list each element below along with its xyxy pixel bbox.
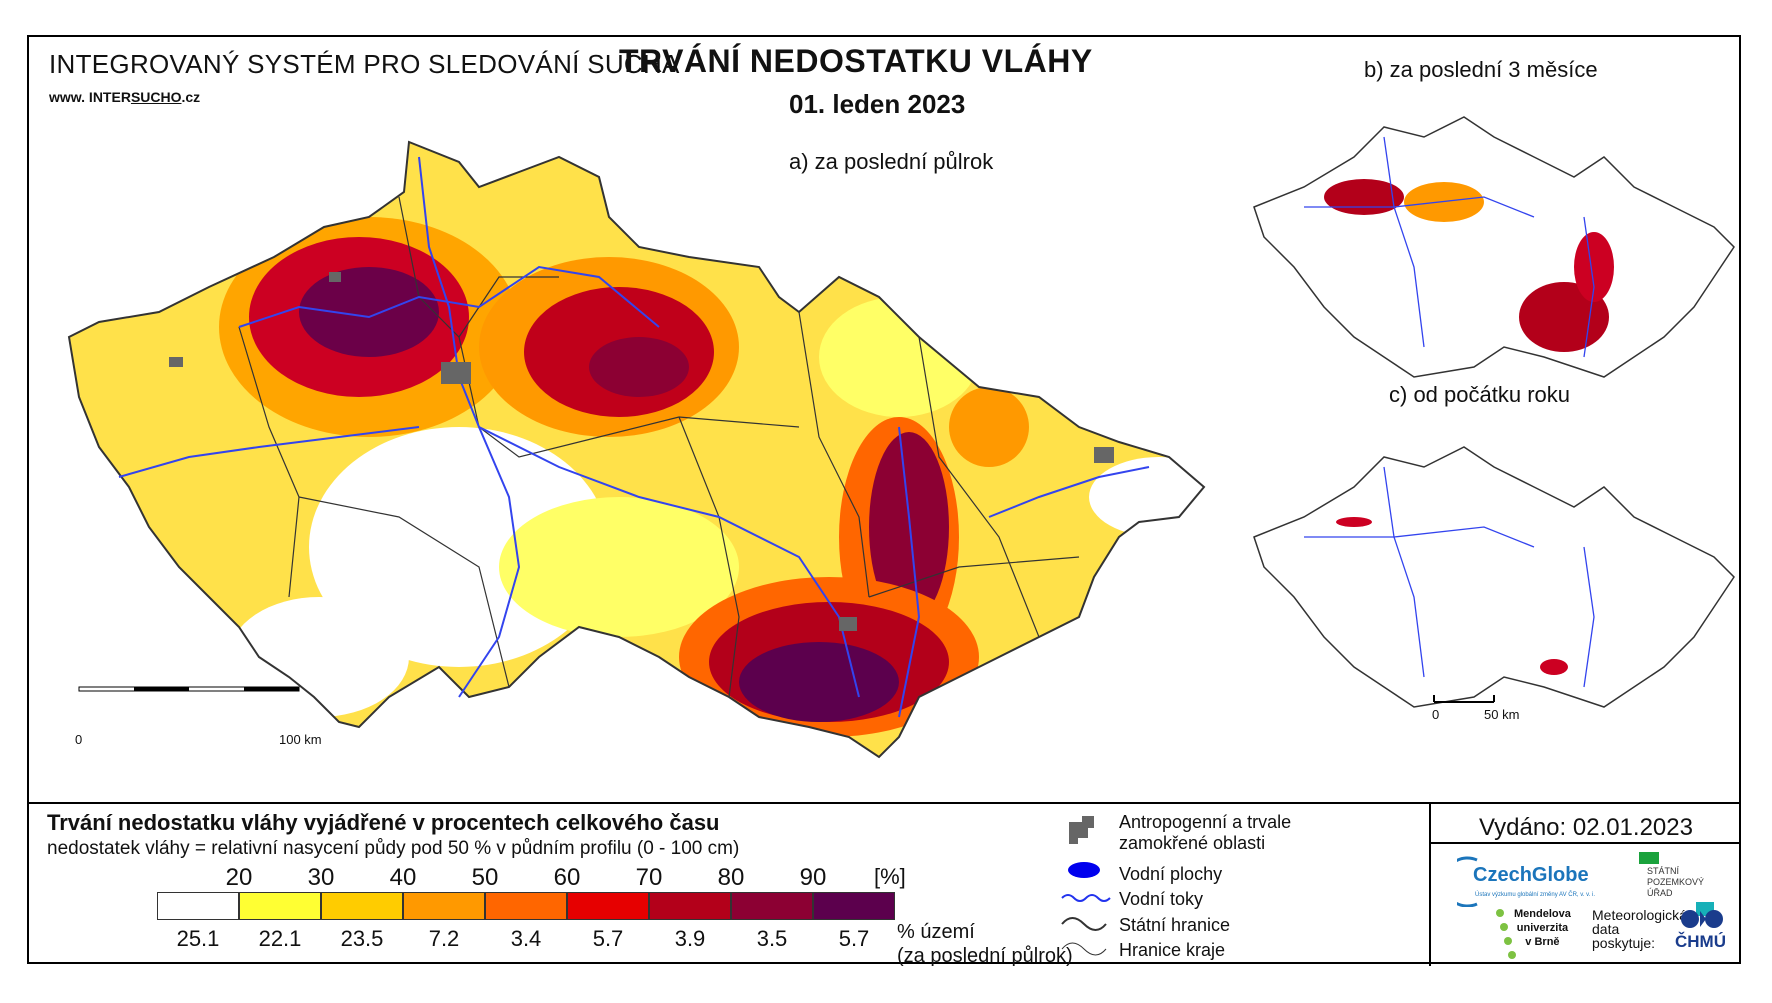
footer-divider bbox=[1429, 804, 1431, 966]
spu-logo: STÁTNÍ POZEMKOVÝ ÚŘAD bbox=[1639, 852, 1729, 912]
map-c-label: c) od počátku roku bbox=[1389, 382, 1570, 407]
area-share: 5.7 bbox=[838, 926, 870, 951]
water-body-icon bbox=[1068, 862, 1100, 878]
legend-swatch bbox=[731, 892, 813, 920]
scale-c-end: 50 km bbox=[1484, 707, 1520, 722]
scale-c-zero: 0 bbox=[1432, 707, 1440, 722]
legend-swatch bbox=[239, 892, 321, 920]
area-share: 23.5 bbox=[340, 926, 384, 951]
map-b-label: b) za poslední 3 měsíce bbox=[1364, 57, 1598, 82]
region-border-icon bbox=[1061, 942, 1107, 956]
map-date: 01. leden 2023 bbox=[789, 89, 966, 119]
threshold-label: 30 bbox=[307, 864, 335, 891]
legend-swatch bbox=[485, 892, 567, 920]
scale-a-zero: 0 bbox=[75, 732, 83, 747]
state-border-icon bbox=[1061, 917, 1107, 931]
legend-swatch bbox=[157, 892, 239, 920]
area-share-label: % území (za poslední půlrok) bbox=[897, 921, 1073, 967]
legend-swatch bbox=[321, 892, 403, 920]
threshold-label: 90 bbox=[799, 864, 827, 891]
legend-subtitle: nedostatek vláhy = relativní nasycení pů… bbox=[47, 838, 740, 859]
scale-a-end: 100 km bbox=[279, 732, 322, 747]
map-a-drought-half-year bbox=[67, 140, 1206, 759]
symbol-rivers: Vodní toky bbox=[1119, 889, 1204, 909]
website-url[interactable]: www. INTERSUCHO.cz bbox=[49, 89, 201, 105]
symbol-region-border: Hranice kraje bbox=[1119, 940, 1226, 960]
meteo-data-credit: Meteorologická data poskytuje: bbox=[1592, 907, 1687, 951]
legend-area: Trvání nedostatku vláhy vyjádřené v proc… bbox=[29, 802, 1739, 967]
symbol-anthropogenic: Antropogenní a trvale zamokřené oblasti bbox=[1119, 812, 1292, 853]
map-c-drought-since-year-start bbox=[1253, 446, 1735, 708]
czechglobe-logo: CzechGlobe Ústav výzkumu globální změny … bbox=[1441, 852, 1607, 908]
legend-swatch bbox=[403, 892, 485, 920]
legend-swatch bbox=[567, 892, 649, 920]
region-borders bbox=[238, 196, 1080, 698]
threshold-label: 70 bbox=[635, 864, 663, 891]
scale-bar-a bbox=[78, 686, 300, 692]
footer-line bbox=[1431, 842, 1739, 844]
threshold-label: 80 bbox=[717, 864, 745, 891]
system-title: INTEGROVANÝ SYSTÉM PRO SLEDOVÁNÍ SUCHA bbox=[49, 49, 680, 79]
scale-bar-c bbox=[1433, 695, 1495, 703]
chmu-logo: ČHMÚ bbox=[1669, 908, 1739, 963]
river-icon bbox=[1061, 894, 1111, 902]
area-share: 7.2 bbox=[428, 926, 460, 951]
urban-areas bbox=[169, 272, 1114, 631]
threshold-label: 60 bbox=[553, 864, 581, 891]
mendel-university-logo: Mendelova univerzita v Brně bbox=[1494, 907, 1584, 965]
legend-swatch bbox=[813, 892, 895, 920]
symbol-water-bodies: Vodní plochy bbox=[1119, 864, 1223, 884]
area-share: 3.5 bbox=[756, 926, 788, 951]
area-share: 22.1 bbox=[258, 926, 302, 951]
symbol-state-border: Státní hranice bbox=[1119, 915, 1231, 935]
legend-unit: [%] bbox=[874, 864, 906, 889]
area-share: 3.4 bbox=[510, 926, 542, 951]
legend-title: Trvání nedostatku vláhy vyjádřené v proc… bbox=[47, 810, 720, 835]
map-a-label: a) za poslední půlrok bbox=[789, 149, 994, 174]
legend-swatch bbox=[649, 892, 731, 920]
map-title: TRVÁNÍ NEDOSTATKU VLÁHY bbox=[619, 43, 1093, 79]
map-b-drought-3-months bbox=[1253, 116, 1735, 378]
threshold-label: 20 bbox=[225, 864, 253, 891]
threshold-label: 50 bbox=[471, 864, 499, 891]
area-share: 3.9 bbox=[674, 926, 706, 951]
symbol-legend-icons bbox=[1061, 816, 1111, 956]
area-share: 5.7 bbox=[592, 926, 624, 951]
urban-area-icon bbox=[1069, 816, 1094, 844]
issued-date: Vydáno: 02.01.2023 bbox=[1479, 814, 1693, 841]
threshold-label: 40 bbox=[389, 864, 417, 891]
map-frame: INTEGROVANÝ SYSTÉM PRO SLEDOVÁNÍ SUCHA w… bbox=[27, 35, 1741, 967]
area-share: 25.1 bbox=[176, 926, 220, 951]
